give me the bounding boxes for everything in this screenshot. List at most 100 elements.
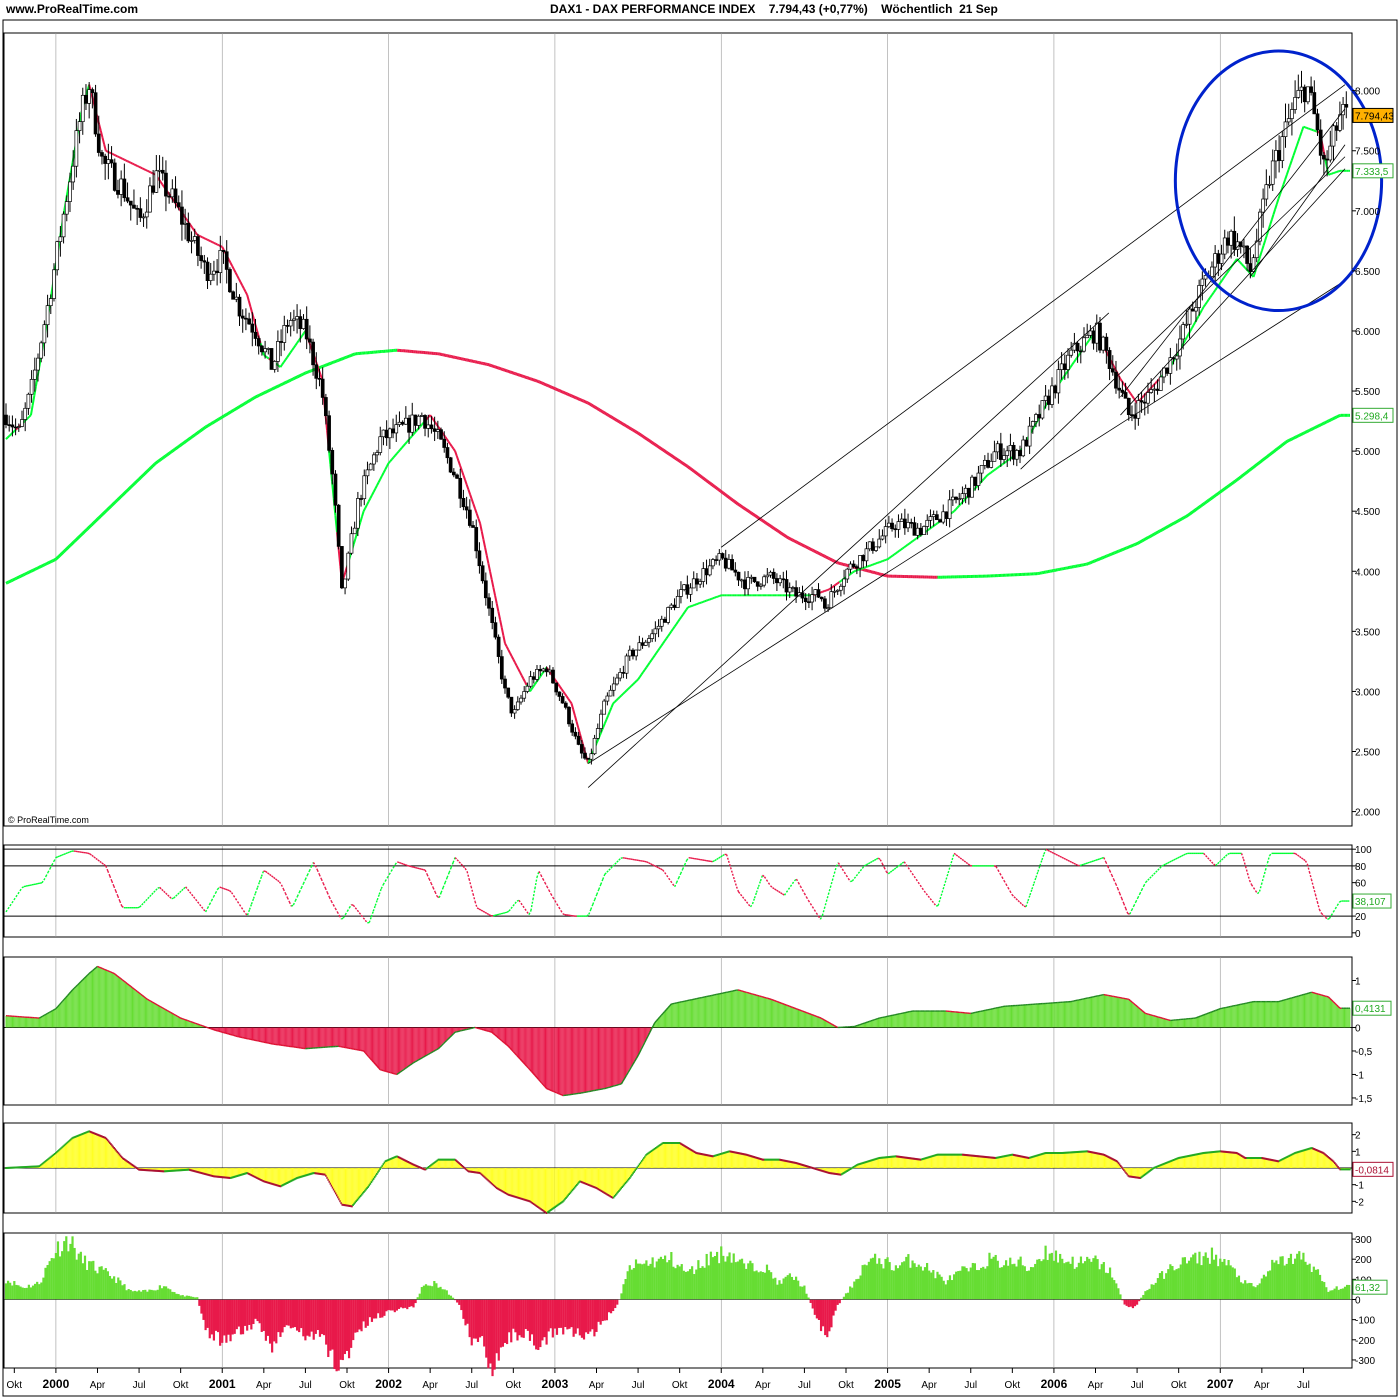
moving-average-segment — [1249, 467, 1253, 471]
stochastic-segment — [875, 857, 879, 860]
moving-average-segment — [662, 448, 666, 453]
moving-average-segment — [296, 374, 300, 379]
moving-average-segment — [235, 406, 239, 410]
candle-body — [611, 683, 616, 691]
trailing-stop-segment — [700, 600, 704, 604]
moving-average-segment — [698, 473, 702, 478]
trailing-stop-segment — [1294, 145, 1298, 152]
moving-average-segment — [172, 447, 176, 452]
moving-average-segment — [60, 551, 65, 555]
stochastic-segment — [917, 881, 921, 886]
oscillator-line-segment — [208, 1027, 211, 1030]
stochastic-segment — [532, 888, 536, 900]
stochastic-segment — [893, 867, 897, 870]
trailing-stop-segment — [587, 759, 591, 764]
stochastic-segment — [1111, 874, 1115, 880]
trailing-stop-segment — [539, 674, 543, 678]
trailing-stop-segment — [364, 504, 368, 509]
stochastic-segment — [1115, 883, 1119, 889]
moving-average-segment — [274, 385, 277, 390]
moving-average-segment — [291, 377, 295, 381]
stochastic-segment — [735, 886, 740, 893]
oscillator-line-segment — [534, 1074, 538, 1078]
trailing-stop-segment — [667, 633, 671, 637]
oscillator-line-segment — [112, 972, 115, 975]
stochastic-segment — [718, 856, 721, 859]
stochastic-segment — [1268, 852, 1273, 857]
trailing-stop-segment — [459, 465, 463, 471]
oscillator-line-segment — [55, 1006, 59, 1010]
trailing-stop-segment — [532, 683, 536, 688]
moving-average-segment — [135, 479, 139, 483]
moving-average-segment — [663, 449, 667, 454]
moving-average-segment — [1101, 555, 1105, 560]
candle-body — [608, 689, 613, 697]
stochastic-segment — [813, 909, 817, 914]
stochastic-segment — [1266, 855, 1271, 864]
candle-body — [55, 241, 60, 271]
candle-body — [1168, 357, 1173, 374]
stochastic-segment — [913, 875, 917, 880]
candle-body — [1258, 211, 1262, 242]
oscillator-line-segment — [434, 1048, 438, 1052]
candle-body — [247, 318, 251, 325]
stochastic-segment — [783, 891, 788, 896]
stochastic-segment — [887, 871, 891, 875]
candle-body — [451, 471, 456, 476]
candle-body — [1302, 86, 1307, 103]
moving-average-segment — [76, 535, 81, 540]
trendline — [721, 84, 1346, 548]
candle-body — [826, 607, 830, 610]
oscillator-line-segment — [202, 1025, 205, 1027]
moving-average-segment — [564, 391, 567, 395]
trailing-stop-segment — [1277, 193, 1282, 200]
moving-average-segment — [220, 415, 224, 419]
stochastic-segment — [965, 861, 969, 865]
stochastic-segment — [959, 857, 963, 860]
moving-average-segment — [768, 524, 772, 528]
trailing-stop-segment — [662, 640, 666, 644]
trailing-stop-segment — [1207, 296, 1212, 301]
oscillator-line-segment — [193, 1022, 196, 1025]
trailing-stop-segment — [289, 349, 293, 354]
candle-body — [1245, 245, 1249, 264]
moving-average-segment — [737, 502, 741, 507]
stochastic-segment — [1165, 862, 1169, 865]
trailing-stop-segment — [629, 685, 633, 689]
candle-body — [375, 452, 379, 456]
trailing-stop-segment — [665, 635, 669, 640]
moving-average-segment — [1289, 437, 1293, 442]
candle-body — [1155, 388, 1160, 391]
moving-average-segment — [1279, 443, 1284, 448]
stochastic-segment — [1308, 871, 1313, 880]
stochastic-segment — [346, 907, 350, 912]
candle-body — [215, 270, 219, 273]
trailing-stop-segment — [221, 246, 225, 251]
moving-average-segment — [1206, 498, 1210, 503]
candle-body — [663, 618, 667, 623]
moving-average-segment — [1205, 499, 1209, 504]
moving-average-segment — [539, 380, 542, 384]
trailing-stop-segment — [1221, 277, 1225, 282]
stochastic-segment — [1320, 912, 1324, 916]
stochastic-segment — [341, 917, 344, 920]
stochastic-segment — [1045, 848, 1049, 851]
stochastic-segment — [314, 865, 319, 871]
moving-average-segment — [87, 525, 91, 529]
candle-body — [71, 165, 76, 183]
moving-average-segment — [629, 427, 633, 431]
trailing-stop-segment — [632, 681, 636, 685]
moving-average-segment — [18, 574, 22, 579]
trailing-stop-segment — [529, 688, 533, 692]
stochastic-segment — [755, 886, 760, 893]
oscillator-line-segment — [373, 1061, 376, 1065]
candle-body — [1059, 363, 1064, 370]
oscillator-line-segment — [514, 1053, 518, 1056]
site-name[interactable]: www.ProRealTime.com — [6, 2, 139, 16]
trailing-stop-segment — [492, 587, 497, 596]
trailing-stop-segment — [995, 467, 998, 470]
moving-average-segment — [730, 497, 734, 502]
moving-average-segment — [75, 537, 79, 541]
trailing-stop-segment — [437, 426, 441, 431]
